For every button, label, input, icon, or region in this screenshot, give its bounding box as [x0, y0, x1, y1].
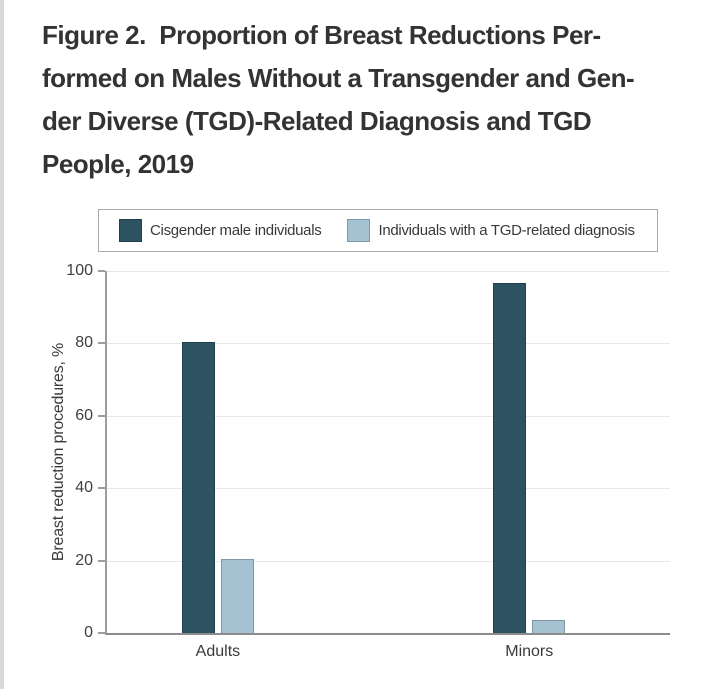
legend-label-tgd: Individuals with a TGD-related diagnosis — [378, 222, 635, 239]
legend-item-tgd: Individuals with a TGD-related diagnosis — [347, 219, 635, 242]
y-axis-title: Breast reduction procedures, % — [50, 342, 67, 562]
y-axis-tick-40 — [98, 487, 105, 490]
bar-minors-tgd — [532, 619, 566, 633]
legend-swatch-cisgender — [119, 219, 142, 242]
figure-title: Figure 2. Proportion of Breast Reduction… — [42, 20, 635, 179]
chart-legend: Cisgender male individuals Individuals w… — [98, 209, 658, 252]
gridline-40 — [107, 488, 670, 490]
gridline-100 — [107, 271, 670, 272]
y-axis-tick-80 — [98, 342, 105, 345]
y-axis-tick-label-100: 100 — [66, 262, 93, 279]
gridline-60 — [107, 415, 670, 417]
y-axis-tick-0 — [98, 632, 105, 634]
y-axis-tick-label-20: 20 — [75, 551, 93, 569]
gridline-20 — [107, 560, 670, 562]
y-axis-tick-100 — [98, 270, 105, 272]
y-axis-tick-label-80: 80 — [75, 334, 93, 352]
legend-item-cisgender: Cisgender male individuals — [119, 219, 322, 242]
y-axis-tick-label-0: 0 — [84, 624, 93, 641]
page-edge-strip — [0, 0, 4, 689]
plot-area: Breast reduction procedures, % 0 20 40 60 80… — [50, 262, 670, 660]
y-axis-tick-60 — [98, 414, 105, 417]
x-axis-label-adults: Adults — [195, 643, 241, 660]
legend-swatch-tgd — [347, 219, 371, 242]
y-axis-tick-label-60: 60 — [75, 406, 93, 424]
y-axis-tick-label-40: 40 — [75, 479, 93, 497]
bar-minors-cisgender — [493, 283, 527, 633]
bar-adults-cisgender — [181, 342, 215, 633]
x-axis-label-minors: Minors — [505, 643, 554, 660]
legend-label-cisgender: Cisgender male individuals — [150, 222, 322, 239]
y-axis-tick-20 — [98, 559, 105, 562]
gridline-80 — [107, 343, 670, 345]
bar-adults-tgd — [220, 559, 254, 633]
